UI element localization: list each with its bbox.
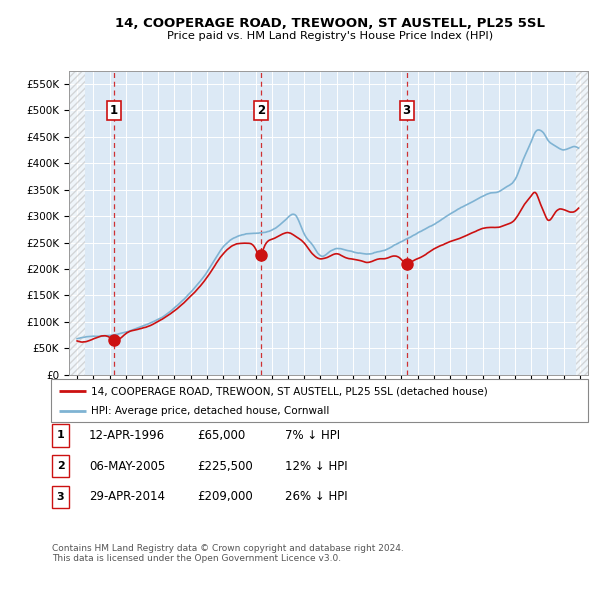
Text: 26% ↓ HPI: 26% ↓ HPI xyxy=(285,490,347,503)
Text: 06-MAY-2005: 06-MAY-2005 xyxy=(89,460,165,473)
Text: 2: 2 xyxy=(257,104,265,117)
Text: £209,000: £209,000 xyxy=(197,490,253,503)
Text: £225,500: £225,500 xyxy=(197,460,253,473)
Text: 1: 1 xyxy=(110,104,118,117)
Text: 7% ↓ HPI: 7% ↓ HPI xyxy=(285,429,340,442)
Text: Contains HM Land Registry data © Crown copyright and database right 2024.
This d: Contains HM Land Registry data © Crown c… xyxy=(52,544,404,563)
Text: 29-APR-2014: 29-APR-2014 xyxy=(89,490,165,503)
Text: 14, COOPERAGE ROAD, TREWOON, ST AUSTELL, PL25 5SL: 14, COOPERAGE ROAD, TREWOON, ST AUSTELL,… xyxy=(115,17,545,30)
Text: 12-APR-1996: 12-APR-1996 xyxy=(89,429,165,442)
Text: 3: 3 xyxy=(57,492,64,502)
Text: 12% ↓ HPI: 12% ↓ HPI xyxy=(285,460,347,473)
Text: 2: 2 xyxy=(57,461,64,471)
Text: £65,000: £65,000 xyxy=(197,429,245,442)
Text: Price paid vs. HM Land Registry's House Price Index (HPI): Price paid vs. HM Land Registry's House … xyxy=(167,31,493,41)
Text: 14, COOPERAGE ROAD, TREWOON, ST AUSTELL, PL25 5SL (detached house): 14, COOPERAGE ROAD, TREWOON, ST AUSTELL,… xyxy=(91,386,488,396)
Text: HPI: Average price, detached house, Cornwall: HPI: Average price, detached house, Corn… xyxy=(91,407,329,416)
Text: 1: 1 xyxy=(57,431,64,440)
Text: 3: 3 xyxy=(403,104,411,117)
Bar xyxy=(576,71,588,375)
Bar xyxy=(69,71,85,375)
